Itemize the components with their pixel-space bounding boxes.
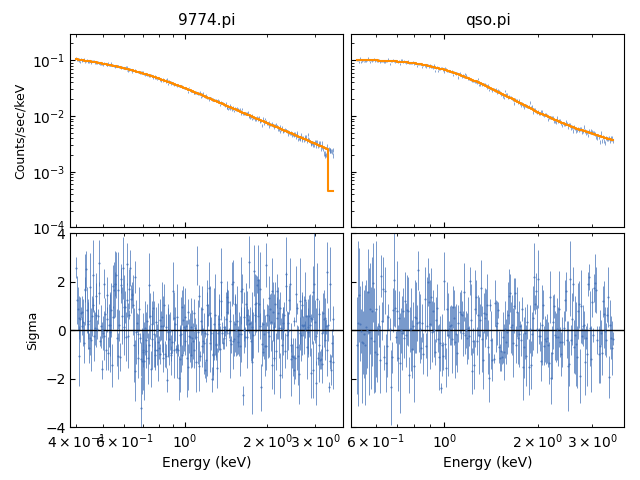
Y-axis label: Sigma: Sigma (27, 311, 40, 350)
X-axis label: Energy (keV): Energy (keV) (162, 456, 252, 470)
X-axis label: Energy (keV): Energy (keV) (443, 456, 532, 470)
Title: 9774.pi: 9774.pi (178, 13, 236, 28)
Title: qso.pi: qso.pi (465, 13, 511, 28)
Y-axis label: Counts/sec/keV: Counts/sec/keV (13, 83, 26, 179)
